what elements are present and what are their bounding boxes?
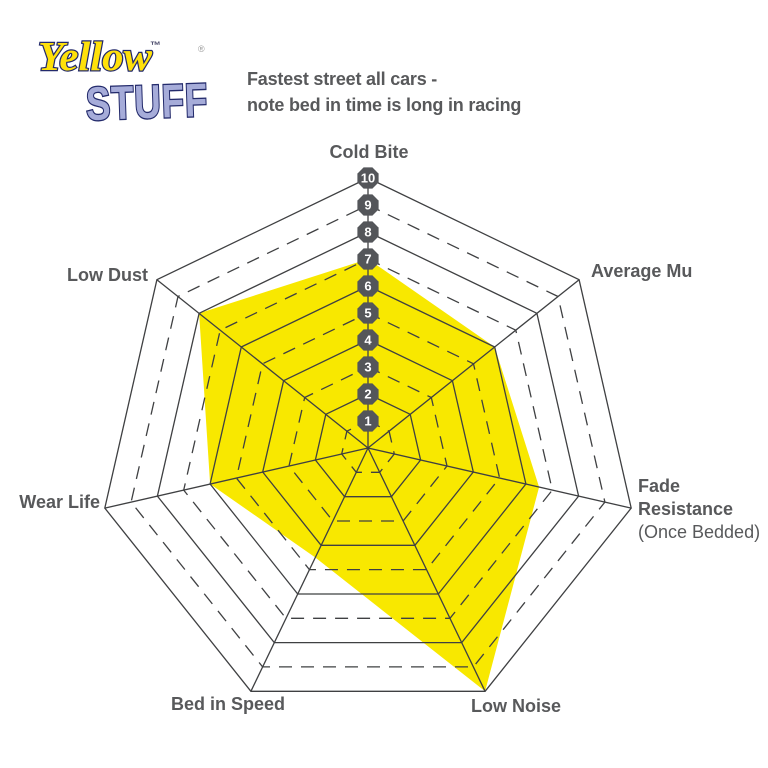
radar-grid-ring-7 (182, 258, 554, 619)
scale-badge-4 (357, 329, 379, 351)
scale-badge-9 (357, 194, 379, 216)
scale-badge-10 (357, 167, 379, 189)
scale-badge-label-9: 9 (364, 198, 371, 213)
scale-badge-label-4: 4 (364, 333, 372, 348)
axis-label-2: Fade (638, 476, 680, 496)
axis-label-5: Wear Life (19, 492, 100, 512)
scale-badge-label-6: 6 (364, 279, 371, 294)
scale-badge-3 (357, 356, 379, 378)
axis-label-6: Low Dust (67, 265, 148, 285)
scale-badge-label-1: 1 (364, 414, 371, 429)
scale-badge-label-7: 7 (364, 252, 371, 267)
scale-badge-label-2: 2 (364, 387, 371, 402)
scale-badge-7 (357, 248, 379, 270)
radar-spoke-1 (367, 279, 580, 449)
scale-badge-2 (357, 383, 379, 405)
scale-badge-6 (357, 275, 379, 297)
radar-spoke-6 (156, 279, 369, 449)
logo-text-stuff: STUFF (85, 73, 209, 130)
yellowstuff-logo: STUFF Yellow ™ ® (22, 18, 252, 138)
radar-spoke-4 (250, 447, 369, 692)
axis-label-2: Resistance (638, 499, 733, 519)
scale-badge-label-3: 3 (364, 360, 371, 375)
yellowstuff-logo-svg: STUFF Yellow ™ ® (37, 32, 210, 132)
scale-badge-label-5: 5 (364, 306, 371, 321)
radar-grid-ring-4 (261, 339, 475, 546)
scale-badge-label-8: 8 (364, 225, 371, 240)
scale-badge-label-10: 10 (361, 171, 375, 186)
radar-grid-ring-10 (104, 177, 632, 692)
radar-data-polygon (199, 259, 540, 692)
radar-grid-ring-5 (235, 312, 501, 571)
logo-trademark: ™ (150, 40, 161, 52)
radar-spoke-3 (367, 447, 486, 692)
scale-badge-8 (357, 221, 379, 243)
radar-grid-ring-3 (288, 366, 448, 522)
axis-label-3: Low Noise (471, 696, 561, 716)
radar-grid-ring-9 (130, 204, 606, 668)
radar-grid-ring-1 (340, 420, 396, 473)
radar-grid-ring-8 (156, 231, 580, 644)
axis-sublabel-2: (Once Bedded) (638, 522, 760, 542)
logo-text-yellow: Yellow (38, 33, 153, 79)
chart-title-line2: note bed in time is long in racing (247, 95, 522, 115)
radar-grid-ring-2 (314, 393, 422, 498)
axis-label-1: Average Mu (591, 261, 692, 281)
chart-title: Fastest street all cars - note bed in ti… (247, 66, 521, 118)
axis-label-0: Cold Bite (330, 142, 409, 162)
axis-label-4: Bed in Speed (171, 694, 285, 714)
radar-spoke-2 (367, 447, 632, 509)
radar-grid-ring-6 (209, 285, 527, 595)
chart-title-line1: Fastest street all cars - (247, 69, 438, 89)
scale-badge-5 (357, 302, 379, 324)
logo-registered: ® (198, 44, 205, 54)
scale-badge-1 (357, 410, 379, 432)
radar-spoke-5 (104, 447, 369, 509)
